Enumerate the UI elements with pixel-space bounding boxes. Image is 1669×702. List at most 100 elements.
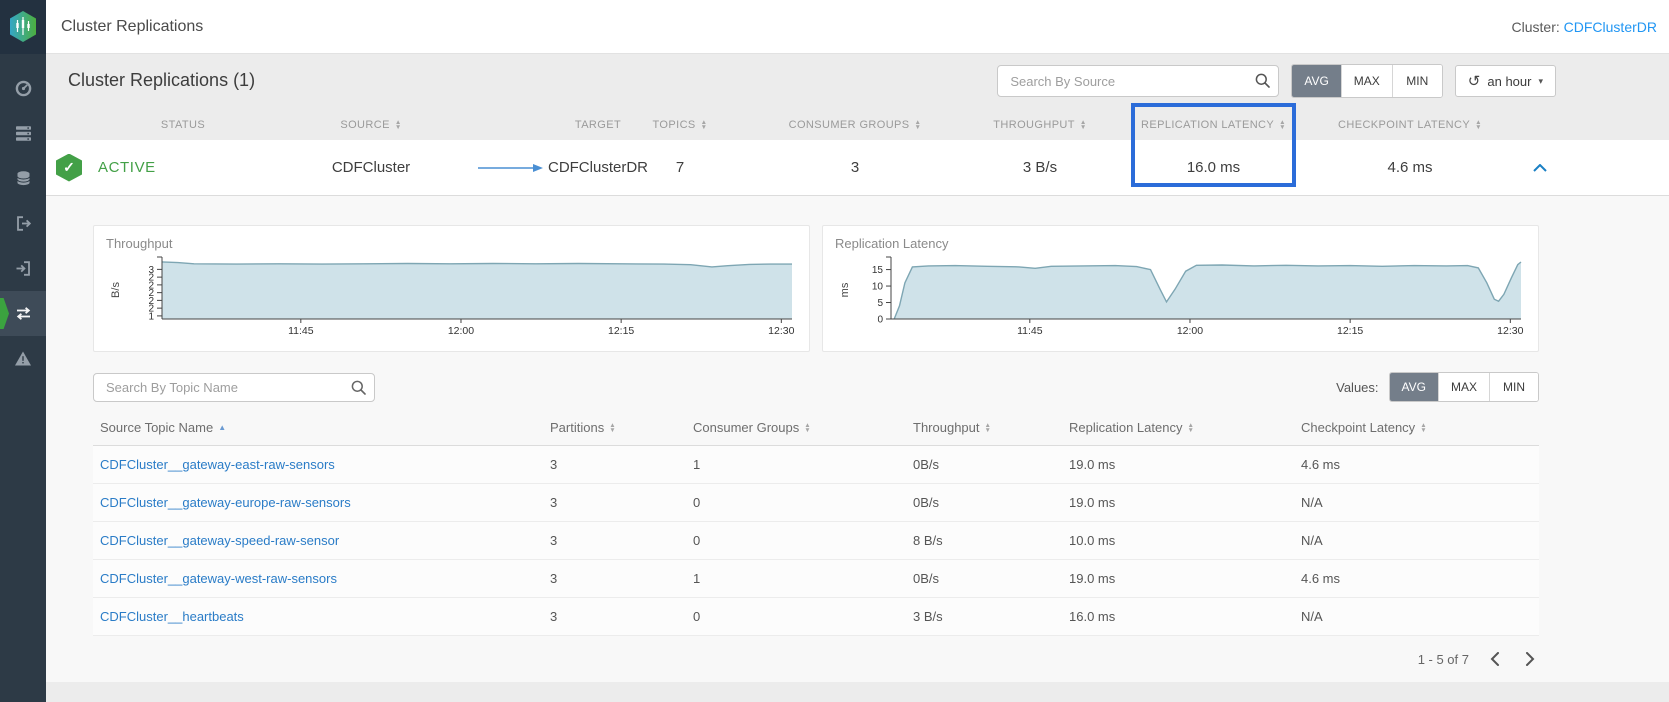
topic-link[interactable]: CDFCluster__gateway-east-raw-sensors xyxy=(100,457,335,472)
column-topics[interactable]: TOPICS ▲ ▼ xyxy=(652,119,708,131)
column-throughput[interactable]: THROUGHPUT ▲ ▼ xyxy=(993,119,1087,131)
avg-button[interactable]: AVG xyxy=(1292,65,1342,97)
sort-icon: ▲ ▼ xyxy=(609,421,616,434)
sidebar-item-alerts[interactable] xyxy=(0,336,46,381)
section-title: Cluster Replications (1) xyxy=(68,70,256,90)
topic-table: Source Topic Name ▲ Partitions ▲ ▼ Consumer… xyxy=(93,410,1539,636)
topic-row: CDFCluster__heartbeats 3 0 3 B/s 16.0 ms N/A xyxy=(93,598,1539,636)
top-bar: Cluster Replications Cluster: CDFCluster… xyxy=(0,0,1669,54)
search-icon[interactable] xyxy=(1255,73,1271,93)
column-replication-latency[interactable]: Replication Latency ▲ ▼ xyxy=(1069,420,1194,435)
search-by-source-input[interactable] xyxy=(997,65,1280,97)
svg-text:3: 3 xyxy=(148,265,154,276)
sort-icon: ▲ ▼ xyxy=(1475,119,1482,131)
chevron-left-icon xyxy=(1490,652,1499,666)
charts-row: Throughput 1 2 2 2 2 2 3 11:45 12:00 12:15 12:30 B/… xyxy=(93,196,1669,352)
topic-throughput: 0B/s xyxy=(913,457,940,472)
sort-icon: ▲ ▼ xyxy=(914,119,922,131)
values-avg-button[interactable]: AVG xyxy=(1389,373,1439,401)
replication-latency-value: 16.0 ms xyxy=(1186,159,1241,176)
svg-text:2: 2 xyxy=(148,280,154,291)
svg-text:11:45: 11:45 xyxy=(288,325,314,337)
warning-triangle-icon xyxy=(15,351,31,366)
search-icon[interactable] xyxy=(351,380,366,400)
history-icon: ↺ xyxy=(1467,72,1481,90)
topic-link[interactable]: CDFCluster__heartbeats xyxy=(100,609,244,624)
topic-replication-latency: 19.0 ms xyxy=(1069,495,1116,510)
topic-throughput: 3 B/s xyxy=(913,609,943,624)
checkpoint-latency-value: 4.6 ms xyxy=(1387,159,1433,176)
min-button[interactable]: MIN xyxy=(1392,65,1442,97)
replication-arrow-icon xyxy=(476,163,546,173)
svg-text:B/s: B/s xyxy=(110,282,122,298)
topic-table-header: Source Topic Name ▲ Partitions ▲ ▼ Consumer… xyxy=(93,410,1539,446)
column-partitions[interactable]: Partitions ▲ ▼ xyxy=(550,420,616,435)
sidebar-item-producers[interactable] xyxy=(0,201,46,246)
sidebar-item-consumers[interactable] xyxy=(0,246,46,291)
topic-controls: Values: AVG MAX MIN xyxy=(93,372,1539,402)
collapse-row-button[interactable] xyxy=(1520,163,1560,172)
sort-icon: ▲ ▼ xyxy=(804,421,811,434)
aggregation-toggle: AVG MAX MIN xyxy=(1291,64,1443,98)
server-stack-icon xyxy=(15,126,31,141)
status-cell: ✓ ACTIVE xyxy=(46,153,266,182)
database-icon xyxy=(16,171,30,186)
sort-icon: ▲ ▼ xyxy=(1420,421,1427,434)
topic-row: CDFCluster__gateway-east-raw-sensors 3 1 0B… xyxy=(93,446,1539,484)
arrow-out-icon xyxy=(16,216,31,231)
replication-detail-panel: Throughput 1 2 2 2 2 2 3 11:45 12:00 12:15 12:30 B/… xyxy=(46,196,1669,702)
time-range-dropdown[interactable]: ↺ an hour ▾ xyxy=(1454,65,1556,97)
search-by-topic-input[interactable] xyxy=(93,372,375,402)
topic-consumer-groups: 0 xyxy=(693,609,701,624)
topics-count: 7 xyxy=(675,159,685,176)
column-source-topic-name[interactable]: Source Topic Name ▲ xyxy=(100,420,227,435)
svg-text:15: 15 xyxy=(872,265,884,276)
search-by-source xyxy=(997,65,1280,97)
column-checkpoint-latency[interactable]: Checkpoint Latency ▲ ▼ xyxy=(1301,420,1427,435)
values-min-button[interactable]: MIN xyxy=(1490,373,1538,401)
chart-title: Replication Latency xyxy=(835,236,949,251)
column-checkpoint-latency[interactable]: CHECKPOINT LATENCY ▲ ▼ xyxy=(1338,119,1482,131)
svg-text:11:45: 11:45 xyxy=(1017,325,1043,337)
arrow-in-icon xyxy=(16,261,30,276)
svg-text:2: 2 xyxy=(148,304,154,315)
topic-throughput: 8 B/s xyxy=(913,533,943,548)
topic-partitions: 3 xyxy=(550,457,558,472)
sidebar-item-brokers[interactable] xyxy=(0,111,46,156)
page-title: Cluster Replications xyxy=(61,17,204,35)
active-check-badge: ✓ xyxy=(56,153,82,182)
column-consumer-groups[interactable]: Consumer Groups ▲ ▼ xyxy=(693,420,811,435)
next-page-button[interactable] xyxy=(1521,650,1539,668)
chevron-right-icon xyxy=(1526,652,1535,666)
topic-link[interactable]: CDFCluster__gateway-west-raw-sensors xyxy=(100,571,337,586)
throughput-value: 3 B/s xyxy=(1022,159,1058,176)
sidebar-item-cluster-replications[interactable] xyxy=(0,291,46,336)
gauge-icon xyxy=(15,80,31,97)
replication-summary-row[interactable]: ✓ ACTIVE CDFCluster CDFClusterDR 7 3 3 B… xyxy=(46,140,1669,196)
previous-page-button[interactable] xyxy=(1486,650,1504,668)
column-consumer-groups[interactable]: CONSUMER GROUPS ▲ ▼ xyxy=(788,119,922,131)
chevron-up-icon xyxy=(1533,163,1547,172)
search-by-topic xyxy=(93,372,375,402)
topic-replication-latency: 10.0 ms xyxy=(1069,533,1116,548)
sidebar-item-overview[interactable] xyxy=(0,66,46,111)
topic-row: CDFCluster__gateway-europe-raw-sensors 3 0… xyxy=(93,484,1539,522)
topic-link[interactable]: CDFCluster__gateway-speed-raw-sensor xyxy=(100,533,340,548)
topic-link[interactable]: CDFCluster__gateway-europe-raw-sensors xyxy=(100,495,351,510)
sidebar-item-topics[interactable] xyxy=(0,156,46,201)
max-button[interactable]: MAX xyxy=(1341,65,1393,97)
svg-text:12:00: 12:00 xyxy=(1177,325,1203,337)
svg-text:12:30: 12:30 xyxy=(1497,325,1523,337)
svg-text:12:15: 12:15 xyxy=(608,325,634,337)
toolbar: AVG MAX MIN ↺ an hour ▾ xyxy=(997,64,1556,98)
column-replication-latency[interactable]: REPLICATION LATENCY ▲ ▼ xyxy=(1141,119,1286,131)
topic-consumer-groups: 1 xyxy=(693,571,701,586)
chart-title: Throughput xyxy=(106,236,173,251)
app-logo[interactable] xyxy=(0,0,46,54)
column-throughput[interactable]: Throughput ▲ ▼ xyxy=(913,420,991,435)
values-max-button[interactable]: MAX xyxy=(1438,373,1490,401)
svg-text:2: 2 xyxy=(148,296,154,307)
cluster-link[interactable]: CDFClusterDR xyxy=(1563,18,1657,35)
column-source[interactable]: SOURCE ▲ ▼ xyxy=(340,119,402,131)
cluster-info: Cluster: CDFClusterDR xyxy=(1512,19,1657,35)
